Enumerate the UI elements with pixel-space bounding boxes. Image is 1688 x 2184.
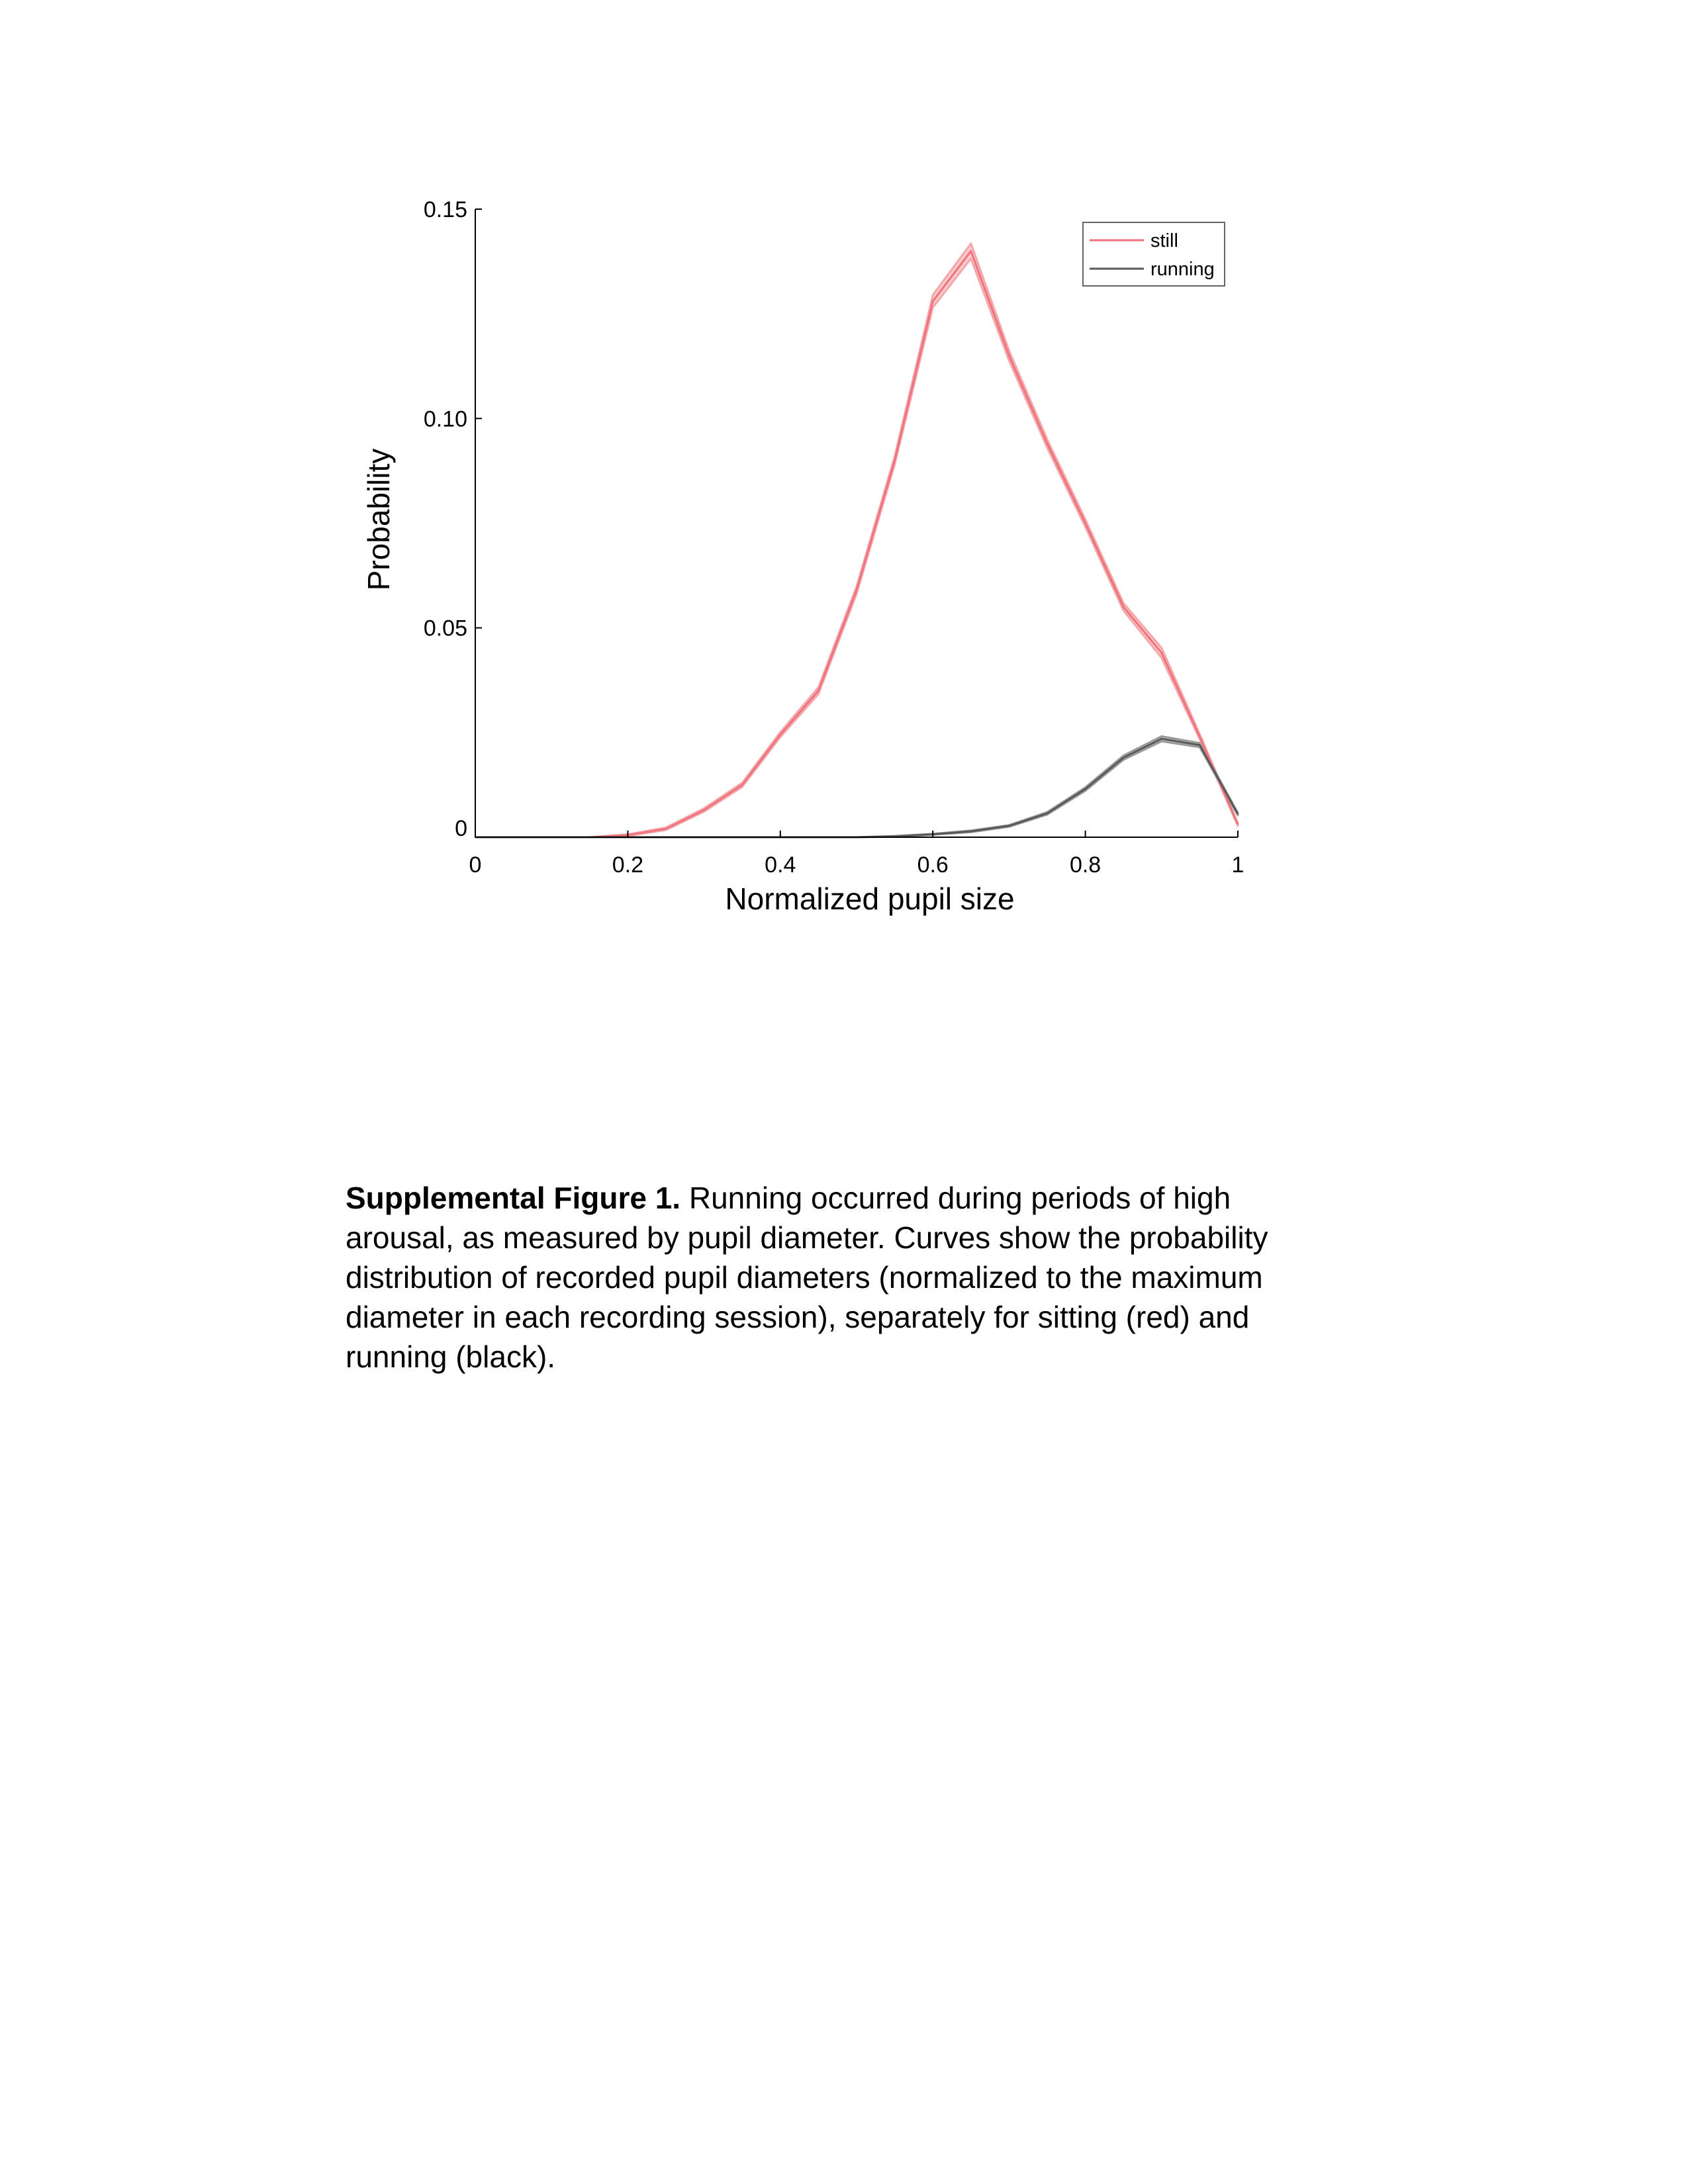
legend-box: [1082, 222, 1225, 287]
x-tick-label: 0.4: [765, 852, 796, 878]
series-line-still: [475, 250, 1239, 839]
y-tick-label: 0.15: [424, 197, 467, 222]
band-still: [474, 242, 1239, 839]
legend-label-still: still: [1150, 230, 1178, 251]
x-axis-label: Normalized pupil size: [725, 882, 1014, 916]
x-tick-label: 0.6: [917, 852, 949, 878]
series-line-running: [475, 737, 1239, 839]
ticks: 0 0.2 0.4 0.6 0.8 1 0 0.05 0.10 0.15: [424, 197, 1244, 878]
legend-label-running: running: [1150, 259, 1215, 280]
x-tick-label: 0.8: [1070, 852, 1101, 878]
y-tick-label: 0: [455, 816, 467, 841]
figure-caption: Supplemental Figure 1. Running occurred …: [346, 1178, 1338, 1377]
caption-text: Running occurred during periods of high …: [346, 1181, 1268, 1374]
caption-label: Supplemental Figure 1.: [346, 1181, 681, 1215]
x-tick-label: 1: [1232, 852, 1244, 878]
legend: still running: [1082, 222, 1225, 287]
axes: [475, 209, 1238, 838]
y-axis-label: Probability: [361, 449, 396, 591]
y-tick-label: 0.10: [424, 406, 467, 432]
confidence-bands: [474, 242, 1239, 839]
x-tick-label: 0: [469, 852, 482, 878]
series-lines: [475, 250, 1239, 839]
x-tick-label: 0.2: [612, 852, 643, 878]
figure-chart: 0 0.2 0.4 0.6 0.8 1 0 0.05 0.10 0.15 Normalized p…: [361, 197, 1244, 916]
y-tick-label: 0.05: [424, 616, 467, 641]
band-running: [474, 735, 1239, 839]
